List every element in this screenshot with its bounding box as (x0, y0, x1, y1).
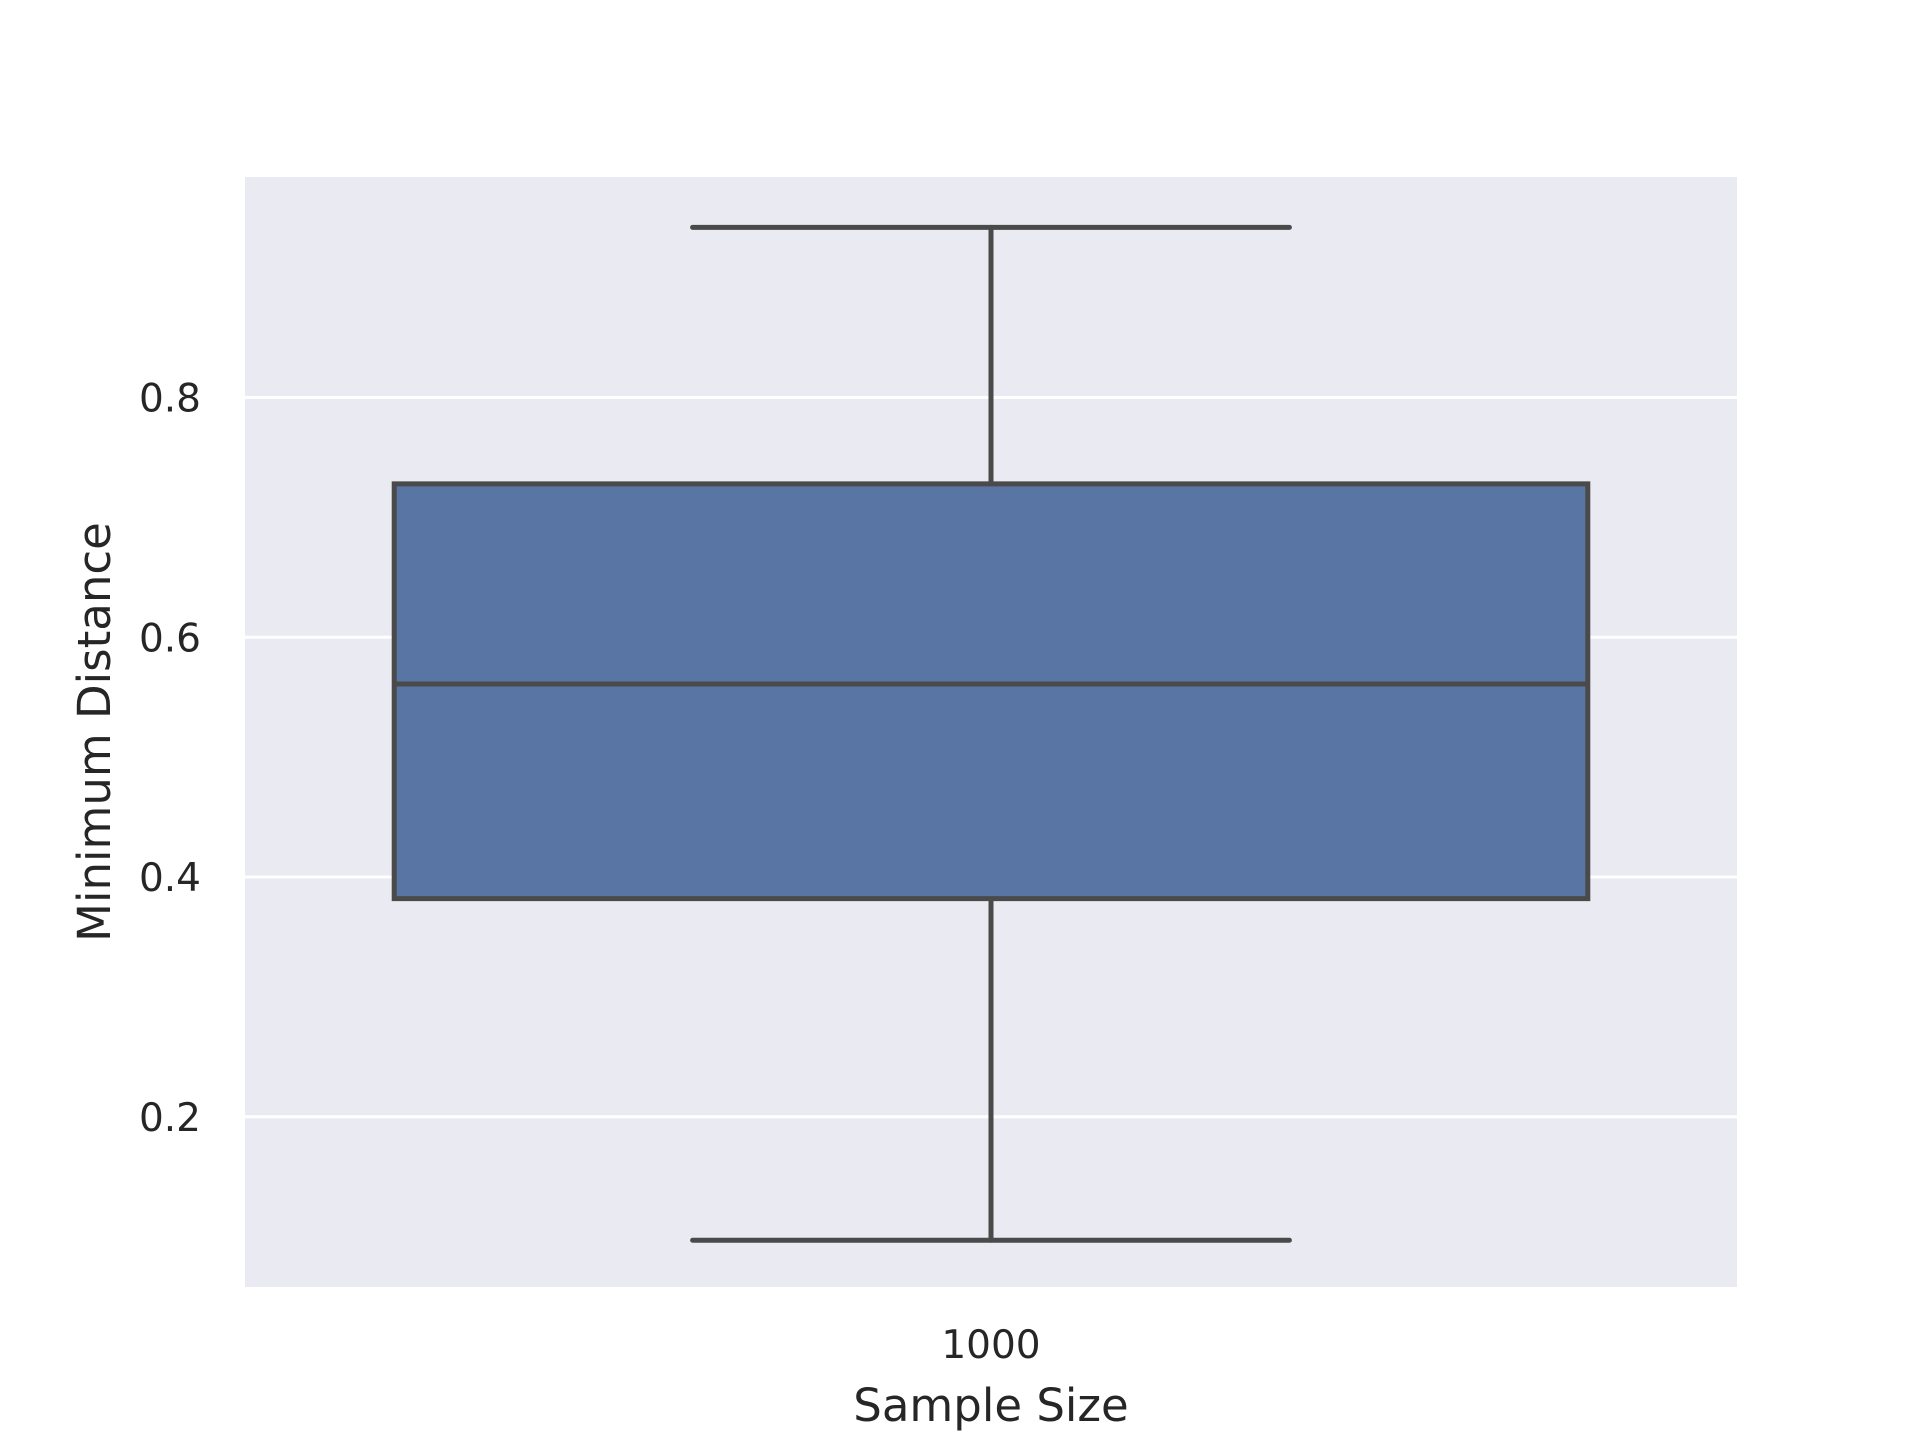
x-tick-label: 1000 (941, 1323, 1040, 1368)
box-1000 (391, 224, 1591, 1243)
x-tick-labels: 1000 (941, 1323, 1040, 1368)
y-tick-label: 0.8 (139, 377, 201, 422)
x-axis-title: Sample Size (853, 1379, 1128, 1432)
y-axis-title: Minimum Distance (68, 522, 121, 942)
interquartile-box (391, 481, 1591, 902)
box-series (391, 224, 1591, 1243)
y-tick-labels: 0.2 0.4 0.6 0.8 (139, 377, 201, 1141)
y-tick-label: 0.6 (139, 616, 201, 661)
y-tick-label: 0.4 (139, 856, 201, 901)
y-tick-label: 0.2 (139, 1096, 201, 1141)
